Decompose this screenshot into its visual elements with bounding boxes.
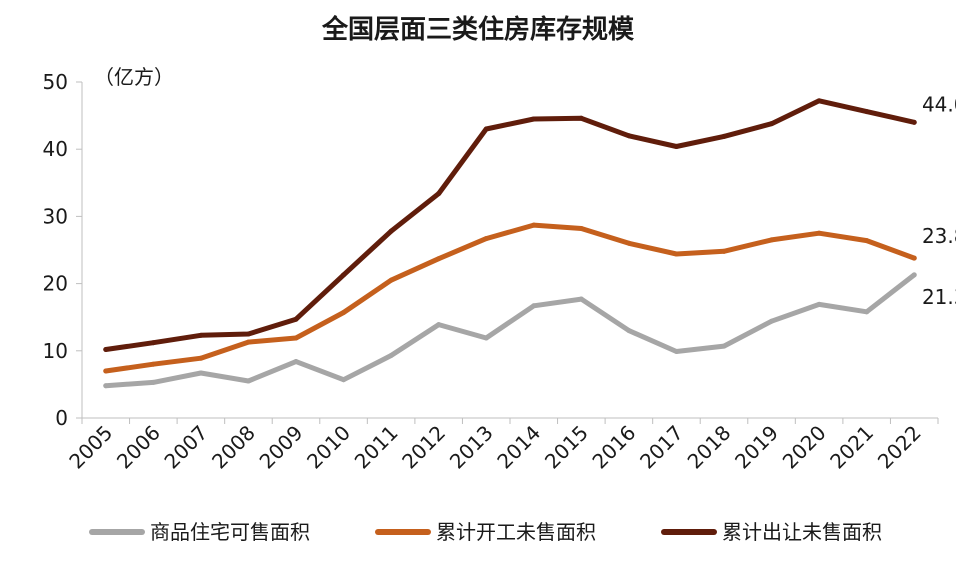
end-labels: 21.3 23.8 44.0 [922, 92, 956, 309]
data-point [816, 301, 822, 307]
data-point [911, 272, 917, 278]
data-point [103, 368, 109, 374]
data-point [769, 318, 775, 324]
series-layer [103, 98, 917, 389]
data-point [436, 191, 442, 197]
legend-label: 累计开工未售面积 [436, 520, 596, 544]
x-tick-label: 2021 [825, 421, 878, 474]
x-tick-label: 2019 [730, 421, 783, 474]
data-point [626, 328, 632, 334]
x-tick-label: 2008 [207, 421, 260, 474]
y-tick-label: 40 [43, 137, 68, 161]
x-tick-label: 2013 [445, 421, 498, 474]
data-point [341, 309, 347, 315]
data-point [483, 335, 489, 341]
data-point [816, 230, 822, 236]
x-tick-label: 2005 [64, 421, 117, 474]
data-point [769, 237, 775, 243]
x-tick-label: 2011 [350, 421, 403, 474]
data-point [816, 98, 822, 104]
end-value-label: 21.3 [922, 285, 956, 309]
x-tick-label: 2018 [683, 421, 736, 474]
data-point [531, 222, 537, 228]
x-tick-label: 2022 [873, 421, 926, 474]
data-point [245, 331, 251, 337]
end-value-label: 23.8 [922, 224, 956, 248]
legend-label: 商品住宅可售面积 [150, 520, 310, 544]
y-tick-label: 50 [43, 70, 68, 94]
data-point [103, 346, 109, 352]
data-point [293, 359, 299, 365]
data-point [673, 144, 679, 150]
y-tick-label: 10 [43, 339, 68, 363]
y-tick-label: 30 [43, 204, 68, 228]
data-point [531, 303, 537, 309]
legend: 商品住宅可售面积 累计开工未售面积 累计出让未售面积 [89, 520, 882, 544]
x-tick-label: 2017 [635, 421, 688, 474]
data-point [721, 343, 727, 349]
x-tick-label: 2014 [492, 421, 545, 474]
data-point [341, 377, 347, 383]
data-point [578, 115, 584, 121]
data-point [578, 225, 584, 231]
data-point [721, 248, 727, 254]
series-line-3 [103, 98, 917, 352]
data-point [864, 109, 870, 115]
data-point [198, 332, 204, 338]
data-point [293, 316, 299, 322]
data-point [150, 379, 156, 385]
data-point [721, 133, 727, 139]
data-point [864, 309, 870, 315]
data-point [388, 228, 394, 234]
data-point [198, 370, 204, 376]
series-line-2 [103, 222, 917, 374]
x-tick-label: 2012 [397, 421, 450, 474]
data-point [673, 348, 679, 354]
data-point [483, 236, 489, 242]
data-point [103, 383, 109, 389]
data-point [911, 255, 917, 261]
x-tick-label: 2016 [587, 421, 640, 474]
y-axis-unit-label: （亿方） [94, 65, 174, 89]
data-point [245, 339, 251, 345]
data-point [483, 126, 489, 132]
data-point [388, 353, 394, 359]
y-tick-label: 0 [55, 406, 68, 430]
data-point [293, 335, 299, 341]
data-point [198, 355, 204, 361]
data-point [436, 256, 442, 262]
x-tick-label: 2015 [540, 421, 593, 474]
data-point [911, 119, 917, 125]
data-point [245, 378, 251, 384]
x-tick-label: 2007 [159, 421, 212, 474]
x-tick-label: 2020 [778, 421, 831, 474]
data-point [578, 296, 584, 302]
x-tick-label: 2006 [112, 421, 165, 474]
data-point [626, 133, 632, 139]
data-point [626, 240, 632, 246]
data-point [864, 238, 870, 244]
data-point [436, 322, 442, 328]
y-tick-label: 20 [43, 272, 68, 296]
x-tick-label: 2009 [255, 421, 308, 474]
data-point [150, 361, 156, 367]
data-point [769, 121, 775, 127]
legend-label: 累计出让未售面积 [722, 520, 882, 544]
data-point [388, 277, 394, 283]
series-line-1 [103, 272, 917, 389]
x-tick-label: 2010 [302, 421, 355, 474]
data-point [673, 251, 679, 257]
data-point [150, 340, 156, 346]
chart-title: 全国层面三类住房库存规模 [321, 14, 635, 45]
data-point [341, 272, 347, 278]
end-value-label: 44.0 [922, 92, 956, 116]
data-point [531, 116, 537, 122]
